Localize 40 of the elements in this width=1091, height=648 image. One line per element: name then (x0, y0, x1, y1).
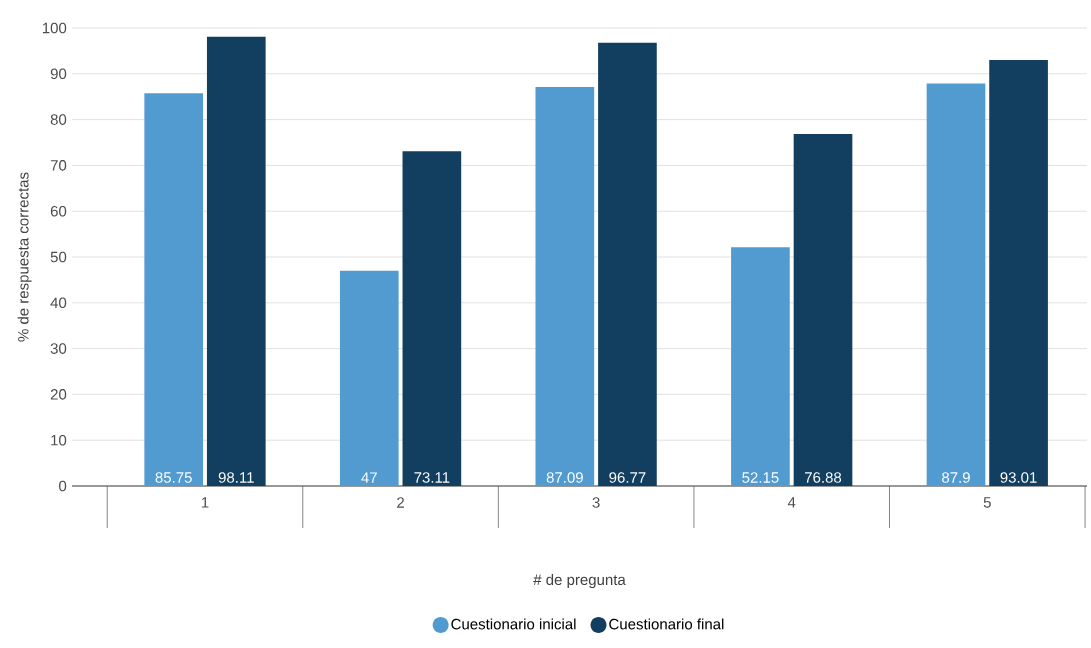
data-label: 47 (361, 472, 377, 483)
y-tick-label: 40 (50, 297, 67, 309)
legend-label: Cuestionario inicial (451, 618, 576, 630)
bar (731, 247, 790, 486)
y-tick-label: 10 (51, 434, 67, 446)
data-label: 98.11 (218, 472, 254, 483)
data-label: 93.01 (1000, 472, 1037, 483)
x-tick-label: 5 (983, 497, 991, 508)
y-tick-label: 70 (50, 160, 67, 171)
y-axis-title: % de respuesta correctas (17, 172, 32, 342)
bar (144, 93, 204, 486)
bar (206, 36, 266, 486)
y-tick-label: 50 (50, 251, 67, 263)
bar (339, 270, 399, 486)
data-label: 87.9 (942, 472, 970, 483)
x-axis-title: # de pregunta (533, 574, 626, 588)
y-tick-label: 20 (50, 389, 67, 400)
x-tick-label: 4 (787, 497, 796, 508)
x-tick-label: 2 (397, 497, 404, 508)
data-label: 73.11 (414, 472, 450, 483)
data-label: 85.75 (155, 472, 192, 483)
data-label: 76.88 (805, 472, 842, 483)
y-tick-label: 100 (42, 22, 67, 34)
x-tick-label: 3 (592, 497, 600, 508)
y-tick-label: 60 (50, 205, 67, 217)
legend-label: Cuestionario final (609, 618, 724, 630)
bar (926, 83, 986, 486)
bar (793, 133, 853, 486)
y-tick-label: 90 (50, 68, 67, 80)
bar (535, 87, 595, 486)
bar (402, 151, 462, 486)
bar (989, 60, 1048, 486)
y-tick-label: 0 (59, 480, 67, 492)
bar (598, 42, 657, 486)
y-tick-label: 80 (50, 114, 67, 125)
x-tick-label: 1 (201, 497, 209, 508)
data-label: 87.09 (546, 472, 583, 483)
y-tick-label: 30 (50, 343, 67, 354)
data-label: 96.77 (609, 472, 646, 483)
data-label: 52.15 (742, 472, 779, 483)
